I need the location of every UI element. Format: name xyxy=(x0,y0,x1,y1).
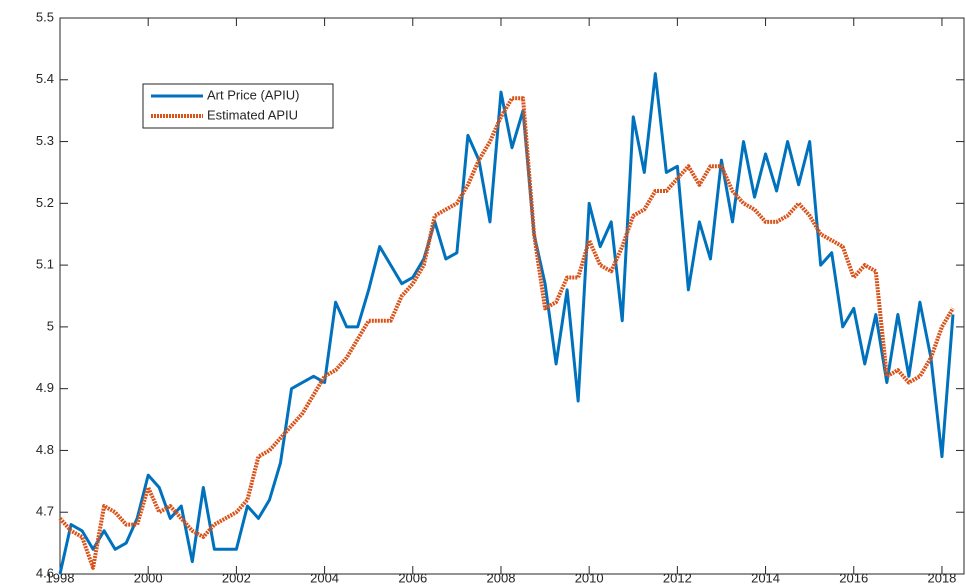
series-line xyxy=(58,72,955,575)
legend-label: Estimated APIU xyxy=(207,107,298,122)
y-tick-label: 4.9 xyxy=(36,380,54,395)
x-tick-label: 2004 xyxy=(310,570,339,585)
y-tick-label: 5.1 xyxy=(36,257,54,272)
y-tick-label: 5.4 xyxy=(36,71,54,86)
x-tick-label: 2002 xyxy=(222,570,251,585)
x-tick-label: 2008 xyxy=(487,570,516,585)
x-tick-label: 2006 xyxy=(398,570,427,585)
x-tick-label: 2012 xyxy=(663,570,692,585)
y-tick-label: 4.6 xyxy=(36,565,54,580)
x-tick-label: 2018 xyxy=(927,570,956,585)
y-tick-label: 5.2 xyxy=(36,195,54,210)
y-tick-label: 4.7 xyxy=(36,504,54,519)
series-line xyxy=(58,96,955,570)
x-tick-label: 2010 xyxy=(575,570,604,585)
legend-label: Art Price (APIU) xyxy=(207,87,299,102)
x-tick-label: 2016 xyxy=(839,570,868,585)
y-tick-label: 5.3 xyxy=(36,133,54,148)
x-tick-label: 1998 xyxy=(46,570,75,585)
y-tick-label: 5 xyxy=(47,318,54,333)
x-tick-label: 2014 xyxy=(751,570,780,585)
legend-box xyxy=(142,83,334,129)
y-tick-label: 5.5 xyxy=(36,9,54,24)
x-tick-label: 2000 xyxy=(134,570,163,585)
y-tick-label: 4.8 xyxy=(36,442,54,457)
